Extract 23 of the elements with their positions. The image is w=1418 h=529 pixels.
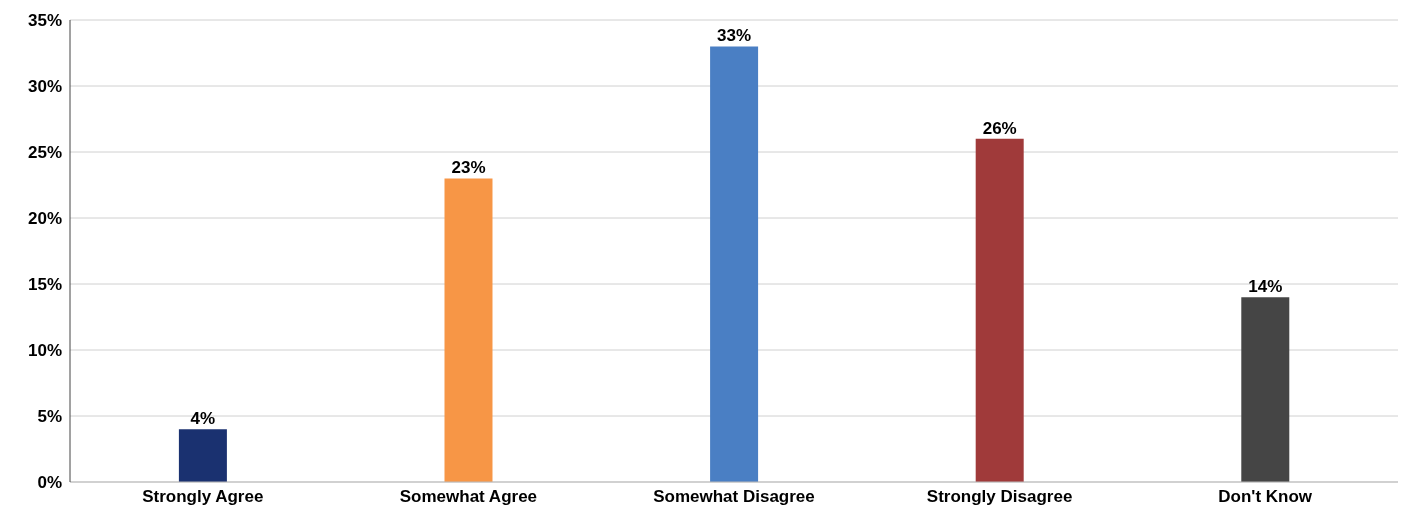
bar [975,138,1024,482]
bar [710,46,759,482]
data-label: 26% [982,118,1017,138]
data-label: 14% [1248,277,1283,297]
bar [178,429,227,482]
x-tick-label: Strongly Disagree [926,487,1073,507]
data-label: 23% [451,158,486,178]
y-tick-label: 35% [27,11,62,31]
y-tick-label: 10% [27,341,62,361]
bar [1241,297,1290,482]
data-label: 33% [717,26,752,46]
y-tick-label: 30% [27,77,62,97]
data-label: 4% [190,409,216,429]
y-tick-label: 15% [27,275,62,295]
x-tick-label: Somewhat Disagree [653,487,815,507]
bar [444,178,493,482]
x-tick-label: Somewhat Agree [399,487,538,507]
y-tick-label: 5% [37,407,62,427]
x-tick-label: Don't Know [1218,487,1313,507]
y-tick-label: 20% [27,209,62,229]
y-tick-label: 25% [27,143,62,163]
y-tick-label: 0% [37,473,62,493]
x-tick-label: Strongly Agree [142,487,264,507]
